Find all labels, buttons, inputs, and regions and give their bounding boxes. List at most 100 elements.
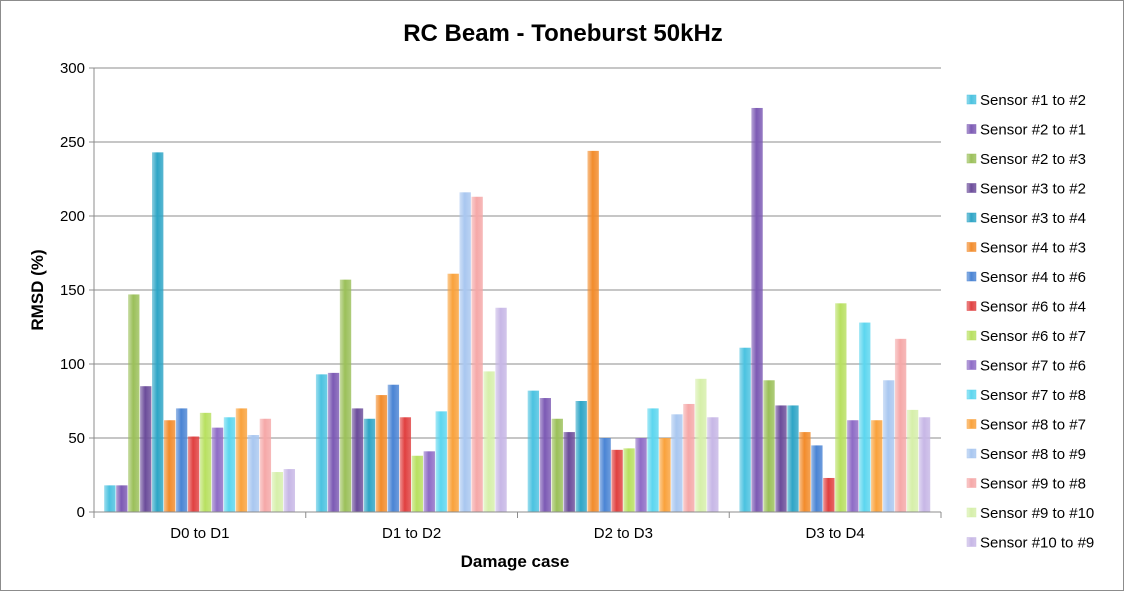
bar bbox=[259, 418, 272, 512]
legend-swatch bbox=[966, 124, 977, 134]
bar bbox=[527, 390, 540, 512]
bar bbox=[339, 279, 352, 512]
legend-swatch bbox=[966, 330, 977, 341]
legend-label: Sensor #4 to #6 bbox=[980, 269, 1086, 286]
bar bbox=[611, 449, 623, 512]
bar bbox=[375, 395, 388, 512]
legend-swatch bbox=[966, 419, 977, 429]
x-tick-label: D3 to D4 bbox=[806, 525, 865, 542]
grid bbox=[89, 67, 941, 513]
legend-label: Sensor #8 to #9 bbox=[980, 446, 1086, 463]
bar bbox=[918, 417, 931, 512]
legend-swatch bbox=[966, 389, 977, 400]
y-tick-label: 150 bbox=[60, 282, 85, 299]
bar bbox=[283, 469, 295, 512]
bar bbox=[247, 435, 260, 512]
bar bbox=[223, 417, 236, 512]
legend-swatch bbox=[966, 507, 977, 518]
y-tick-label: 250 bbox=[60, 134, 85, 151]
bar bbox=[906, 409, 919, 512]
bar bbox=[587, 150, 599, 512]
legend-label: Sensor #8 to #7 bbox=[980, 417, 1086, 434]
bar bbox=[435, 411, 447, 512]
bar bbox=[387, 384, 400, 512]
bar bbox=[811, 445, 823, 512]
y-axis-title: RMSD (%) bbox=[28, 249, 47, 330]
bar bbox=[707, 417, 719, 512]
legend-label: Sensor #9 to #10 bbox=[980, 505, 1094, 522]
bar bbox=[563, 432, 575, 512]
bar bbox=[683, 403, 695, 512]
bar bbox=[411, 455, 423, 512]
legend-label: Sensor #6 to #7 bbox=[980, 328, 1086, 345]
bar bbox=[775, 405, 787, 512]
legend-label: Sensor #10 to #9 bbox=[980, 535, 1094, 552]
bar bbox=[647, 408, 659, 512]
bar bbox=[739, 347, 751, 512]
bar bbox=[599, 438, 611, 512]
legend-label: Sensor #3 to #2 bbox=[980, 181, 1086, 198]
bar bbox=[751, 107, 763, 513]
bar bbox=[483, 371, 495, 512]
bar bbox=[199, 412, 212, 512]
axes bbox=[93, 68, 942, 518]
legend-label: Sensor #7 to #6 bbox=[980, 358, 1086, 375]
bar bbox=[128, 294, 140, 512]
bar bbox=[447, 273, 459, 512]
x-tick-label: D0 to D1 bbox=[170, 525, 229, 542]
bar bbox=[351, 408, 364, 512]
legend-swatch bbox=[966, 271, 977, 282]
x-tick-label: D2 to D3 bbox=[594, 525, 653, 542]
legend: Sensor #1 to #2 Sensor #2 to #1 Sensor #2 … bbox=[966, 92, 1094, 552]
bar bbox=[799, 432, 811, 512]
x-tick-label: D1 to D2 bbox=[382, 525, 441, 542]
bar bbox=[763, 380, 775, 512]
bar bbox=[363, 418, 376, 512]
y-tick-label: 100 bbox=[60, 356, 85, 373]
legend-label: Sensor #3 to #4 bbox=[980, 210, 1086, 227]
bar bbox=[315, 374, 328, 512]
bar bbox=[823, 477, 835, 512]
legend-swatch bbox=[966, 153, 977, 164]
legend-swatch bbox=[966, 478, 977, 488]
y-tick-label: 300 bbox=[60, 60, 85, 77]
legend-swatch bbox=[966, 448, 977, 459]
bar bbox=[327, 372, 340, 512]
legend-swatch bbox=[966, 301, 977, 311]
bar bbox=[635, 438, 647, 512]
bar bbox=[104, 485, 116, 512]
y-tick-label: 50 bbox=[68, 430, 85, 447]
bar bbox=[116, 485, 128, 512]
legend-swatch bbox=[966, 242, 977, 252]
bar bbox=[175, 408, 188, 512]
legend-label: Sensor #7 to #8 bbox=[980, 387, 1086, 404]
bar bbox=[163, 420, 176, 512]
bar bbox=[140, 386, 152, 512]
bar bbox=[211, 427, 224, 512]
bar bbox=[847, 420, 859, 512]
legend-swatch bbox=[966, 212, 977, 223]
legend-label: Sensor #4 to #3 bbox=[980, 240, 1086, 257]
bar bbox=[835, 303, 847, 512]
bar bbox=[271, 472, 284, 512]
y-tick-label: 0 bbox=[77, 504, 85, 521]
bar bbox=[859, 322, 871, 512]
bar bbox=[671, 414, 683, 512]
bar bbox=[459, 192, 471, 512]
legend-label: Sensor #1 to #2 bbox=[980, 92, 1086, 109]
bar bbox=[495, 307, 507, 512]
tick-labels: 0 50 100 150 200 250 300 D0 to D1 D1 to D2 D2 to … bbox=[60, 60, 865, 542]
legend-swatch bbox=[966, 94, 977, 105]
bar bbox=[695, 378, 707, 512]
bar bbox=[471, 196, 483, 512]
x-axis-title: Damage case bbox=[461, 552, 570, 571]
legend-swatch bbox=[966, 360, 977, 370]
bar bbox=[187, 436, 200, 512]
legend-label: Sensor #6 to #4 bbox=[980, 299, 1086, 316]
chart-title: RC Beam - Toneburst 50kHz bbox=[403, 20, 723, 47]
bar bbox=[235, 408, 248, 512]
bar bbox=[894, 338, 907, 512]
legend-swatch bbox=[966, 537, 977, 547]
